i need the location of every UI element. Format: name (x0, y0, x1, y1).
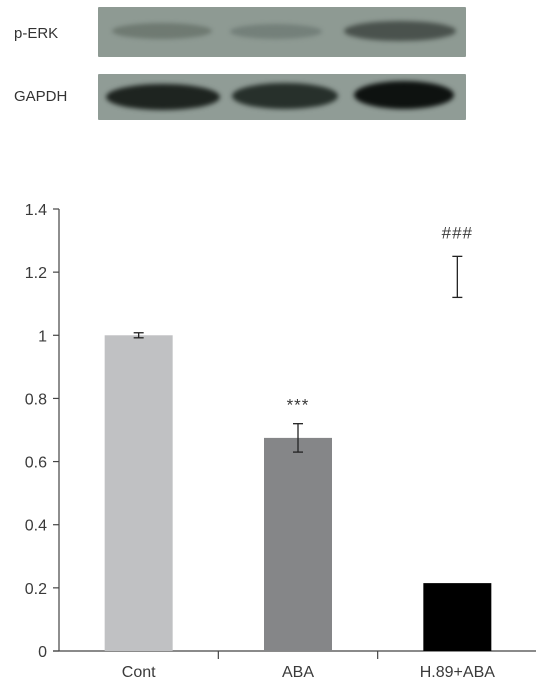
y-tick-label: 1.4 (25, 202, 47, 219)
western-blot-panel: p-ERK GAPDH (0, 0, 536, 140)
x-tick-label: ABA (282, 664, 314, 680)
significance-label: ### (442, 224, 473, 243)
bars (104, 335, 492, 651)
blot-band (232, 83, 338, 109)
blot-strip-gapdh (98, 74, 466, 120)
error-bars (133, 255, 463, 453)
y-tick-label: 0.4 (25, 518, 47, 535)
y-tick-label: 0.8 (25, 391, 47, 408)
x-tick-label: H.89+ABA (420, 664, 495, 680)
x-axis: Cont ABA H.89+ABA (53, 650, 536, 680)
blot-label-gapdh: GAPDH (14, 88, 68, 105)
y-tick-label: 1.2 (25, 265, 47, 282)
bar-chart: 0 0.2 0.4 0.6 0.8 1 1.2 1.4 Cont ABA H.89+ABA ***… (25, 202, 536, 680)
blot-band (354, 81, 454, 109)
blot-band (230, 24, 322, 39)
significance-label: *** (287, 396, 310, 415)
y-tick-label: 1 (38, 328, 47, 345)
bar (423, 583, 492, 651)
y-tick-label: 0.6 (25, 455, 47, 472)
y-axis: 0 0.2 0.4 0.6 0.8 1 1.2 1.4 (25, 202, 60, 661)
blot-label-perk: p-ERK (14, 25, 59, 42)
annotations: *** ### (287, 224, 473, 415)
bar (104, 335, 173, 651)
bar (264, 437, 332, 651)
y-tick-label: 0.2 (25, 581, 47, 598)
blot-band (344, 21, 456, 41)
x-tick-label: Cont (122, 664, 156, 680)
blot-band (112, 23, 212, 39)
blot-band (106, 84, 220, 110)
y-tick-label: 0 (38, 644, 47, 661)
blot-strip-perk (98, 7, 466, 57)
